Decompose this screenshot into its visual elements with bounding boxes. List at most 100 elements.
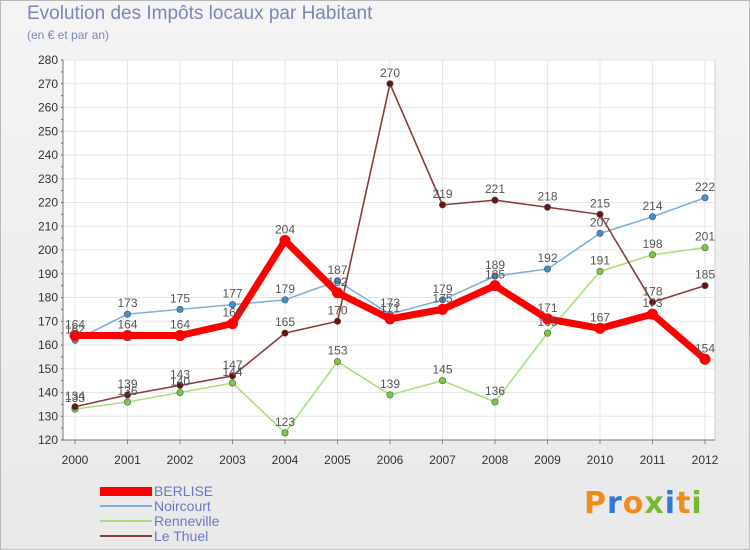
data-point-noircourt xyxy=(229,301,237,309)
data-label-renneville: 144 xyxy=(222,365,242,379)
brand-letter: r xyxy=(607,486,623,521)
data-label-noircourt: 207 xyxy=(590,215,610,229)
data-label-berlise: 169 xyxy=(222,306,242,320)
brand-letter: x xyxy=(644,486,665,521)
data-label-le-thuel: 218 xyxy=(537,189,557,203)
data-point-noircourt xyxy=(281,296,289,304)
x-tick-label: 2008 xyxy=(482,453,509,467)
data-point-le-thuel xyxy=(176,381,184,389)
chart-subtitle: (en € et par an) xyxy=(27,28,110,42)
data-point-noircourt xyxy=(333,277,341,285)
data-label-noircourt: 179 xyxy=(275,282,295,296)
data-point-berlise xyxy=(279,235,291,246)
data-point-le-thuel xyxy=(124,391,132,399)
y-tick-label: 150 xyxy=(38,362,58,376)
data-point-renneville xyxy=(543,329,551,337)
data-label-noircourt: 187 xyxy=(327,263,347,277)
legend-swatch xyxy=(100,520,152,522)
data-point-berlise xyxy=(174,330,186,341)
x-tick-label: 2005 xyxy=(324,453,351,467)
x-tick-label: 2002 xyxy=(167,453,194,467)
brand-letter: P xyxy=(584,486,607,521)
legend-label: Noircourt xyxy=(154,498,211,514)
y-tick-label: 260 xyxy=(38,101,58,115)
data-label-le-thuel: 134 xyxy=(65,389,85,403)
data-point-renneville xyxy=(176,388,184,396)
legend-label: BERLISE xyxy=(154,483,214,499)
x-tick-label: 2007 xyxy=(429,453,456,467)
y-tick-label: 210 xyxy=(38,219,58,233)
data-point-berlise xyxy=(647,308,658,320)
data-point-noircourt xyxy=(438,296,446,304)
data-point-renneville xyxy=(386,391,394,399)
data-point-berlise xyxy=(227,318,238,330)
data-label-le-thuel: 165 xyxy=(275,315,295,329)
data-label-berlise: 164 xyxy=(65,318,85,332)
y-tick-label: 140 xyxy=(38,386,58,400)
y-tick-label: 130 xyxy=(38,409,58,423)
brand-letter: o xyxy=(622,486,645,521)
data-label-berlise: 175 xyxy=(432,291,452,305)
data-label-le-thuel: 215 xyxy=(590,196,610,210)
data-label-renneville: 145 xyxy=(432,363,452,377)
data-label-berlise: 173 xyxy=(642,296,662,310)
chart-title: Evolution des Impôts locaux par Habitant xyxy=(27,3,373,24)
legend-swatch xyxy=(100,486,152,496)
data-label-le-thuel: 221 xyxy=(485,182,505,196)
data-point-renneville xyxy=(438,377,446,385)
data-point-renneville xyxy=(229,379,237,387)
data-point-noircourt xyxy=(543,265,551,273)
data-point-berlise xyxy=(489,280,501,292)
data-label-noircourt: 189 xyxy=(485,258,505,272)
y-tick-label: 190 xyxy=(38,267,58,281)
y-tick-label: 160 xyxy=(38,338,58,352)
data-label-le-thuel: 139 xyxy=(117,377,137,391)
data-point-berlise xyxy=(542,313,553,325)
data-label-le-thuel: 143 xyxy=(170,367,190,381)
data-point-le-thuel xyxy=(281,329,289,337)
data-label-berlise: 171 xyxy=(537,301,557,315)
data-point-le-thuel xyxy=(596,210,604,218)
data-label-noircourt: 173 xyxy=(380,296,400,310)
data-point-renneville xyxy=(596,267,604,275)
data-point-renneville xyxy=(491,398,499,406)
data-label-le-thuel: 170 xyxy=(327,303,347,317)
data-point-noircourt xyxy=(124,310,132,318)
data-point-berlise xyxy=(384,313,396,325)
data-point-noircourt xyxy=(176,305,184,313)
data-point-noircourt xyxy=(701,194,709,202)
data-label-noircourt: 173 xyxy=(117,296,137,310)
x-tick-label: 2006 xyxy=(377,453,404,467)
data-label-renneville: 139 xyxy=(380,377,400,391)
y-tick-label: 250 xyxy=(38,124,58,138)
data-point-berlise xyxy=(437,303,448,315)
y-tick-label: 240 xyxy=(38,148,58,162)
data-label-renneville: 191 xyxy=(590,253,610,267)
data-point-le-thuel xyxy=(229,372,237,380)
y-tick-label: 270 xyxy=(38,77,58,91)
data-point-berlise xyxy=(332,287,343,299)
data-label-renneville: 133 xyxy=(65,391,85,405)
data-point-renneville xyxy=(648,251,656,259)
brand-letter: i xyxy=(664,486,677,521)
brand-letter: i xyxy=(691,486,703,521)
data-point-le-thuel xyxy=(438,201,446,209)
data-point-le-thuel xyxy=(386,80,394,88)
data-label-berlise: 164 xyxy=(117,318,137,332)
data-label-le-thuel: 185 xyxy=(695,268,715,282)
data-point-renneville xyxy=(701,244,709,252)
x-tick-label: 2011 xyxy=(640,453,666,467)
data-label-berlise: 167 xyxy=(590,310,610,324)
data-label-le-thuel: 270 xyxy=(380,66,400,80)
x-tick-label: 2004 xyxy=(272,453,299,467)
data-point-berlise xyxy=(699,353,711,365)
data-label-renneville: 165 xyxy=(537,315,557,329)
data-label-le-thuel: 178 xyxy=(642,284,662,298)
data-point-le-thuel xyxy=(491,196,499,204)
data-point-berlise xyxy=(69,330,81,341)
legend-swatch xyxy=(100,535,152,537)
y-tick-label: 220 xyxy=(38,196,58,210)
data-label-berlise: 154 xyxy=(695,341,715,355)
data-label-le-thuel: 219 xyxy=(432,187,452,201)
